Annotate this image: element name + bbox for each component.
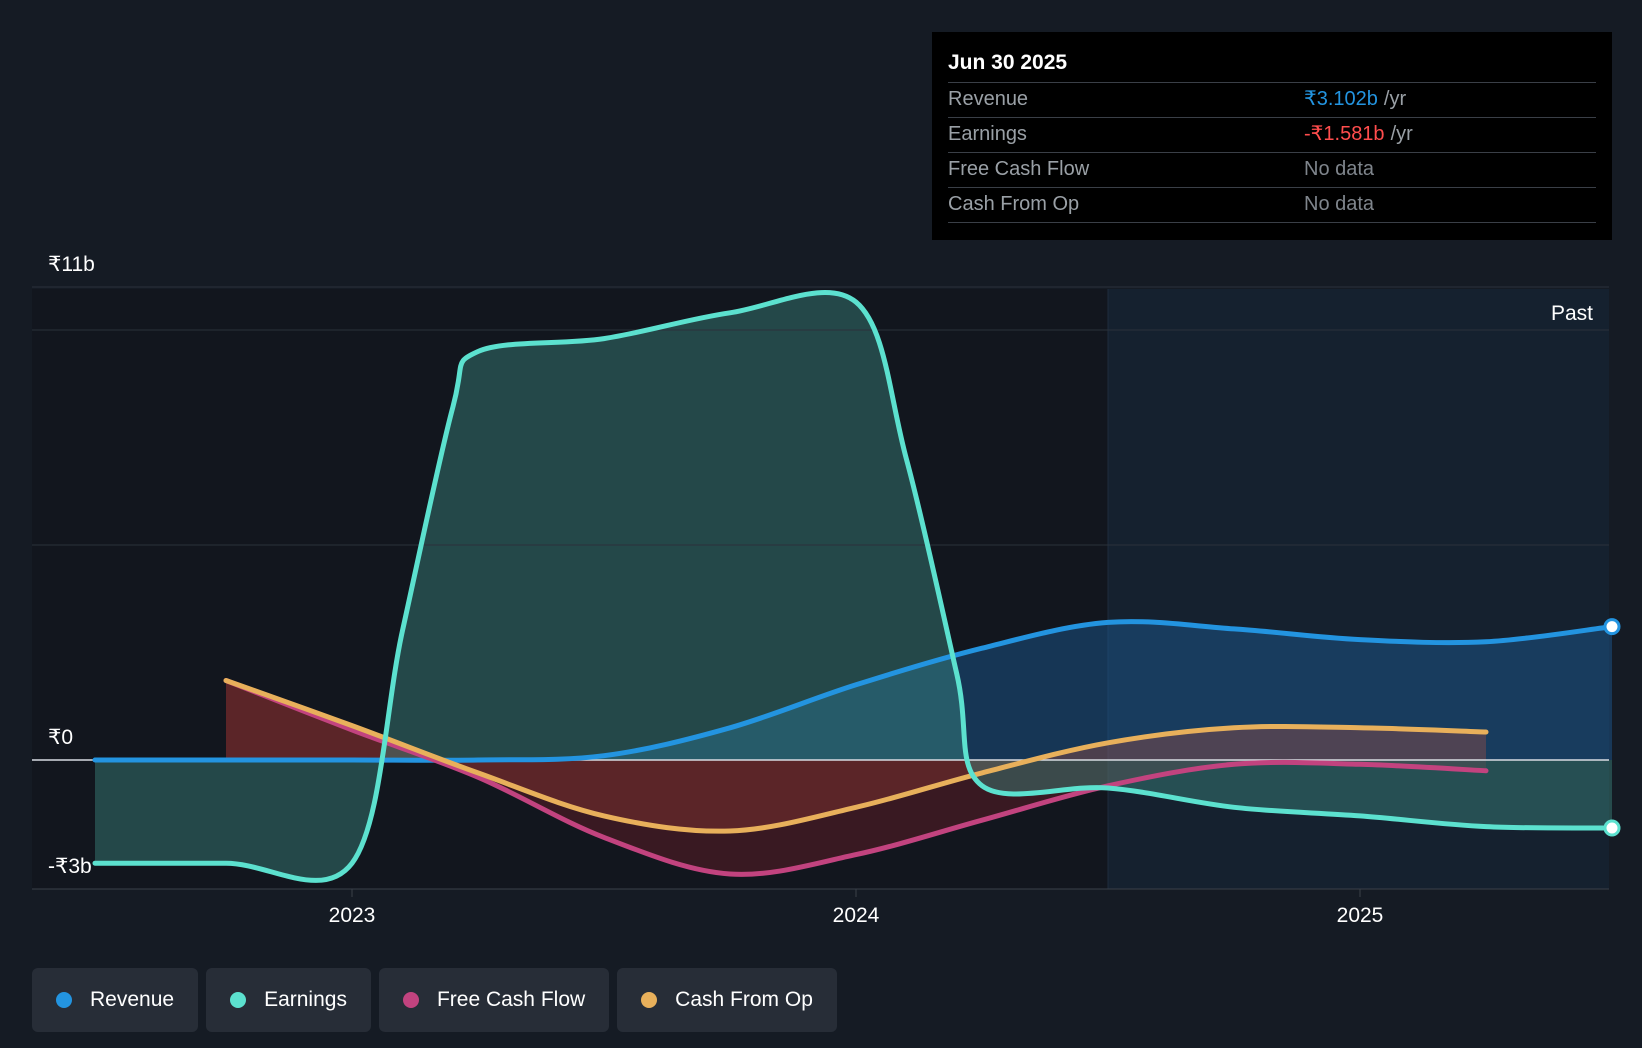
tooltip-row-revenue: Revenue ₹3.102b/yr [948, 82, 1596, 117]
endpoint-marker-revenue [1603, 618, 1621, 636]
tooltip-label: Free Cash Flow [948, 158, 1090, 180]
endpoint-marker-earnings [1603, 819, 1621, 837]
series-line-earnings [92, 290, 1615, 883]
legend-item-free-cash-flow[interactable]: Free Cash Flow [378, 968, 610, 1032]
cash-from-op-dot-icon [641, 992, 658, 1008]
earnings-dot-icon [230, 992, 247, 1008]
tooltip-unit: /yr [1390, 123, 1413, 145]
legend-item-cash-from-op[interactable]: Cash From Op [617, 968, 837, 1032]
x-tick-label: 2024 [833, 904, 880, 927]
free-cash-flow-dot-icon [402, 992, 419, 1008]
tooltip-unit: /yr [1383, 88, 1407, 110]
tooltip-row-cash-from-op: Cash From Op No data [948, 187, 1596, 223]
x-tick-label: 2023 [329, 904, 376, 927]
tooltip-date: Jun 30 2025 [948, 51, 1068, 74]
area-earnings [95, 292, 1612, 881]
series-line-cash-from-op [223, 678, 1489, 834]
area-cash-from-op [226, 680, 1486, 832]
legend-item-revenue[interactable]: Revenue [32, 968, 199, 1032]
tooltip-label: Cash From Op [948, 193, 1080, 215]
tooltip-label: Earnings [948, 123, 1027, 145]
legend-label: Cash From Op [675, 988, 813, 1011]
legend-label: Earnings [264, 988, 347, 1011]
area-free-cash-flow [226, 680, 1486, 875]
tooltip-value: -₹1.581b [1304, 123, 1385, 145]
tooltip-value: No data [1304, 158, 1375, 180]
series-line-revenue [92, 619, 1615, 763]
y-tick-label: -₹3b [48, 855, 92, 878]
legend-item-earnings[interactable]: Earnings [206, 968, 371, 1032]
tooltip-label: Revenue [948, 88, 1029, 110]
tooltip-value: No data [1304, 193, 1375, 215]
past-region-shade [1108, 289, 1609, 889]
tooltip-value: ₹3.102b [1304, 88, 1378, 110]
legend-label: Free Cash Flow [436, 988, 586, 1011]
legend-label: Revenue [90, 988, 175, 1011]
tooltip-row-earnings: Earnings -₹1.581b/yr [948, 117, 1596, 152]
past-region-label: Past [1551, 302, 1593, 325]
revenue-dot-icon [56, 992, 72, 1008]
series-line-free-cash-flow [223, 678, 1489, 877]
tooltip-row-free-cash-flow: Free Cash Flow No data [948, 152, 1596, 187]
x-tick-label: 2025 [1337, 904, 1384, 927]
tooltip-panel: Jun 30 2025 Revenue ₹3.102b/yr Earnings … [932, 32, 1612, 240]
y-tick-label: ₹0 [48, 726, 73, 749]
y-tick-label: ₹11b [48, 253, 95, 276]
legend: Revenue Earnings Free Cash Flow Cash Fro… [32, 968, 837, 1032]
